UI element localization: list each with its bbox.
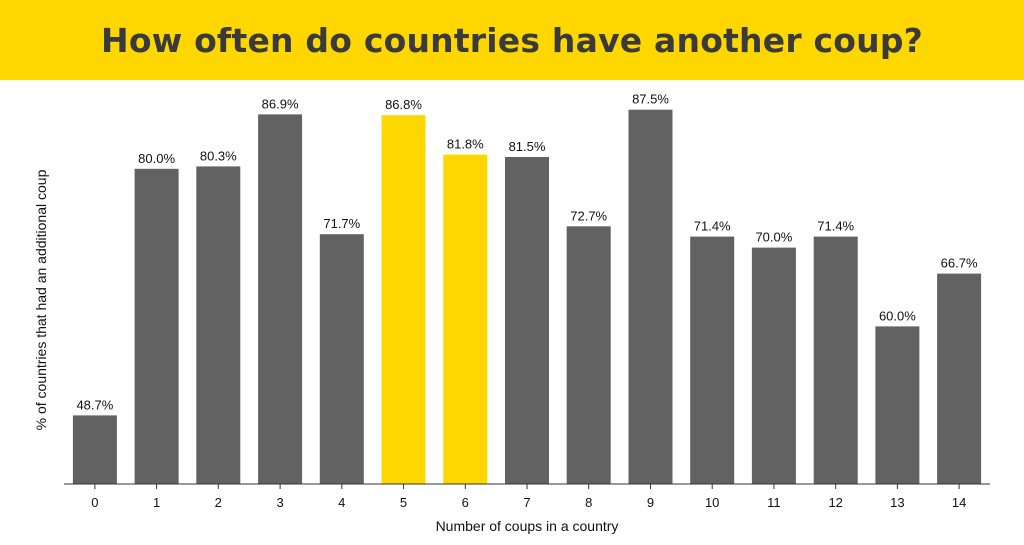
value-label-11: 70.0% bbox=[755, 230, 792, 245]
x-tick-label-7: 7 bbox=[523, 495, 530, 510]
bar-0 bbox=[72, 415, 117, 484]
bar-5 bbox=[381, 115, 426, 484]
value-label-4: 71.7% bbox=[323, 216, 360, 231]
bar-2 bbox=[196, 166, 241, 484]
value-label-14: 66.7% bbox=[941, 256, 978, 271]
x-tick-label-5: 5 bbox=[400, 495, 407, 510]
x-tick-label-13: 13 bbox=[890, 495, 904, 510]
page-title: How often do countries have another coup… bbox=[101, 20, 923, 60]
bar-4 bbox=[319, 234, 364, 484]
x-tick-label-3: 3 bbox=[276, 495, 283, 510]
bar-9 bbox=[628, 109, 673, 484]
title-banner: How often do countries have another coup… bbox=[0, 0, 1024, 80]
bar-11 bbox=[751, 247, 796, 484]
bar-13 bbox=[875, 326, 920, 484]
value-label-3: 86.9% bbox=[262, 96, 299, 111]
value-label-10: 71.4% bbox=[694, 219, 731, 234]
bars-group bbox=[72, 109, 982, 485]
x-tick-label-11: 11 bbox=[767, 495, 781, 510]
x-tick-label-6: 6 bbox=[462, 495, 469, 510]
x-tick-label-9: 9 bbox=[647, 495, 654, 510]
bar-8 bbox=[566, 226, 611, 485]
x-ticks-group bbox=[94, 484, 960, 489]
value-label-1: 80.0% bbox=[138, 151, 175, 166]
value-label-6: 81.8% bbox=[447, 137, 484, 152]
value-label-0: 48.7% bbox=[76, 397, 113, 412]
value-label-8: 72.7% bbox=[570, 208, 607, 223]
value-label-7: 81.5% bbox=[509, 139, 546, 154]
value-label-12: 71.4% bbox=[817, 219, 854, 234]
x-tick-label-8: 8 bbox=[585, 495, 592, 510]
bar-1 bbox=[134, 168, 179, 485]
value-labels-group: 48.7% 80.0% 80.3% 86.9% 71.7% 86.8% 81.8% 81.5%… bbox=[76, 92, 978, 413]
value-label-9: 87.5% bbox=[632, 92, 669, 107]
x-tick-label-0: 0 bbox=[91, 495, 98, 510]
bar-10 bbox=[690, 236, 735, 484]
x-tick-label-2: 2 bbox=[215, 495, 222, 510]
x-tick-label-14: 14 bbox=[952, 495, 966, 510]
x-tick-label-12: 12 bbox=[828, 495, 842, 510]
y-axis-title: % of countries that had an additional co… bbox=[33, 169, 49, 430]
x-tick-label-4: 4 bbox=[338, 495, 345, 510]
value-label-13: 60.0% bbox=[879, 308, 916, 323]
x-axis-title: Number of coups in a country bbox=[436, 518, 619, 534]
value-label-5: 86.8% bbox=[385, 97, 422, 112]
bar-3 bbox=[258, 114, 303, 485]
bar-14 bbox=[937, 273, 982, 484]
bar-6 bbox=[443, 154, 488, 484]
value-label-2: 80.3% bbox=[200, 148, 237, 163]
x-tick-labels-group: 0 1 2 3 4 5 6 7 8 9 10 11 12 13 14 bbox=[91, 495, 966, 510]
bar-7 bbox=[505, 157, 549, 484]
bar-12 bbox=[813, 236, 858, 484]
x-tick-label-1: 1 bbox=[153, 495, 160, 510]
x-tick-label-10: 10 bbox=[705, 495, 719, 510]
